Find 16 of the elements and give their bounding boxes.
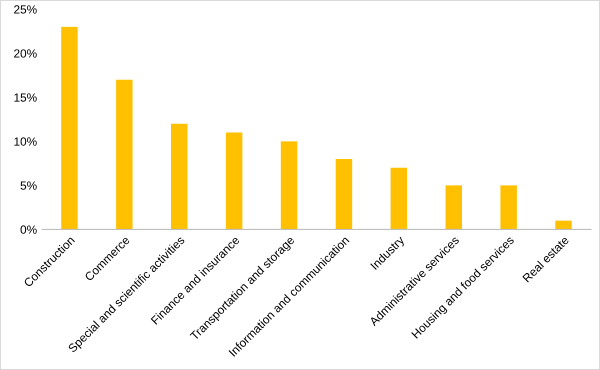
bar bbox=[390, 168, 408, 230]
bar bbox=[61, 26, 78, 230]
bar bbox=[116, 80, 133, 230]
y-tick-label: 5% bbox=[20, 181, 37, 190]
y-tick-label: 25% bbox=[14, 5, 37, 14]
bar bbox=[226, 132, 242, 230]
y-tick-label: 10% bbox=[14, 137, 37, 146]
bar bbox=[336, 158, 352, 230]
bar bbox=[500, 185, 517, 230]
bar bbox=[446, 185, 462, 230]
y-tick-label: 15% bbox=[14, 93, 37, 102]
bar bbox=[555, 220, 572, 230]
bar bbox=[280, 141, 298, 230]
bar bbox=[171, 124, 188, 230]
y-tick-label: 0% bbox=[20, 225, 37, 234]
y-tick-label: 20% bbox=[14, 49, 37, 58]
